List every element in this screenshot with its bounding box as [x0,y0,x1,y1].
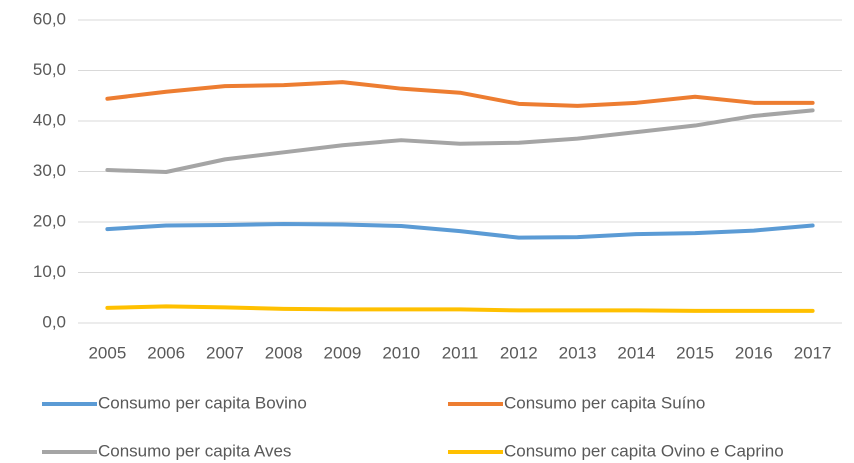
series-line [105,108,815,175]
x-tick-label: 2014 [617,343,655,362]
y-tick-label: 20,0 [33,211,66,230]
y-tick-label: 0,0 [42,312,66,331]
x-tick-label: 2013 [559,343,597,362]
x-tick-label: 2007 [206,343,244,362]
x-tick-label: 2009 [324,343,362,362]
x-tick-label: 2008 [265,343,303,362]
x-tick-label: 2011 [442,343,479,362]
series-line [105,222,815,240]
y-tick-label: 50,0 [33,60,66,79]
x-tick-label: 2010 [382,343,420,362]
x-tick-label: 2006 [147,343,185,362]
legend-label: Consumo per capita Bovino [98,393,307,412]
legend-label: Consumo per capita Ovino e Caprino [504,441,784,460]
series-line [105,80,815,108]
x-tick-label: 2005 [88,343,126,362]
x-tick-label: 2016 [735,343,773,362]
series-line [105,304,815,313]
x-tick-label: 2017 [794,343,832,362]
legend-label: Consumo per capita Aves [98,441,291,460]
y-tick-label: 40,0 [33,110,66,129]
y-tick-label: 30,0 [33,161,66,180]
legend-label: Consumo per capita Suíno [504,393,705,412]
y-tick-label: 10,0 [33,262,66,281]
y-tick-label: 60,0 [33,9,66,28]
x-tick-label: 2012 [500,343,538,362]
x-tick-label: 2015 [676,343,714,362]
